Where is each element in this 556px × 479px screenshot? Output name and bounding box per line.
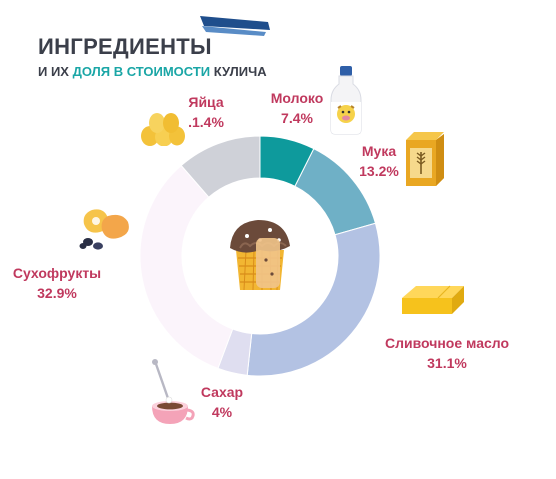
- page-title: ИНГРЕДИЕНТЫ: [38, 34, 212, 59]
- brush-stroke-decoration: [200, 16, 270, 36]
- dried-fruit-icon: [79, 209, 129, 250]
- label-eggs-name: Яйца: [188, 94, 224, 110]
- sugar-cup-icon: [152, 359, 195, 424]
- milk-bottle-icon: [330, 66, 362, 135]
- label-sugar: Сахар 4%: [192, 382, 252, 422]
- donut-slice-4: [139, 164, 234, 370]
- butter-icon: [402, 285, 464, 314]
- label-butter-name: Сливочное масло: [384, 335, 510, 351]
- subtitle-prefix: И ИХ: [38, 64, 73, 79]
- label-flour: Мука 13.2%: [348, 141, 410, 181]
- flour-box-icon: [406, 132, 444, 186]
- label-milk-value: 7.4%: [281, 110, 313, 126]
- label-sugar-name: Сахар: [200, 384, 244, 400]
- label-butter: Сливочное масло 31.1%: [372, 333, 522, 373]
- donut-slice-5: [180, 135, 261, 198]
- subtitle-suffix: КУЛИЧА: [210, 64, 267, 79]
- label-butter-value: 31.1%: [427, 355, 467, 371]
- label-flour-value: 13.2%: [359, 163, 399, 179]
- label-flour-name: Мука: [361, 143, 397, 159]
- eggs-icon: [141, 113, 185, 146]
- label-milk-name: Молоко: [270, 90, 324, 106]
- label-eggs: Яйца .1.4%: [176, 92, 236, 132]
- label-sugar-value: 4%: [211, 404, 233, 420]
- label-eggs-value: .1.4%: [188, 114, 224, 130]
- label-dried-fruit-name: Сухофрукты: [12, 265, 102, 281]
- label-milk: Молоко 7.4%: [258, 88, 336, 128]
- kulich-cake-icon: [230, 220, 290, 291]
- label-dried-fruit: Сухофрукты 32.9%: [2, 263, 112, 303]
- label-dried-fruit-value: 32.9%: [37, 285, 77, 301]
- page-subtitle: И ИХ ДОЛЯ В СТОИМОСТИ КУЛИЧА: [38, 64, 267, 79]
- subtitle-highlight: ДОЛЯ В СТОИМОСТИ: [72, 64, 211, 79]
- donut-slice-2: [246, 222, 381, 377]
